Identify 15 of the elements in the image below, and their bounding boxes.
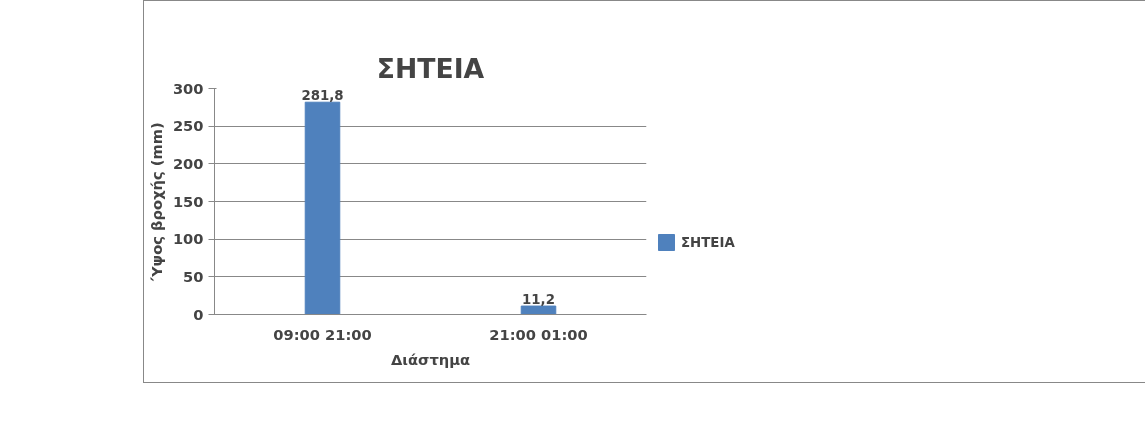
y-tick-label: 50 <box>183 267 204 285</box>
x-tick-label: 21:00 01:00 <box>489 325 588 343</box>
y-tick-label: 200 <box>172 154 204 172</box>
chart-title: ΣΗΤΕΙΑ <box>376 52 485 84</box>
y-tick-label: 250 <box>172 117 204 135</box>
y-axis-title: Ύψος βροχής (mm) <box>147 122 165 282</box>
data-label: 11,2 <box>522 292 555 308</box>
y-tick-label: 300 <box>172 79 204 97</box>
data-label: 281,8 <box>301 88 344 104</box>
y-tick-label: 0 <box>193 305 204 323</box>
y-tick-label: 100 <box>172 230 204 248</box>
legend-label: ΣΗΤΕΙΑ <box>681 234 735 250</box>
y-tick-label: 150 <box>172 192 204 210</box>
x-axis-title: Διάστημα <box>390 350 471 368</box>
x-tick-label: 09:00 21:00 <box>273 325 372 343</box>
